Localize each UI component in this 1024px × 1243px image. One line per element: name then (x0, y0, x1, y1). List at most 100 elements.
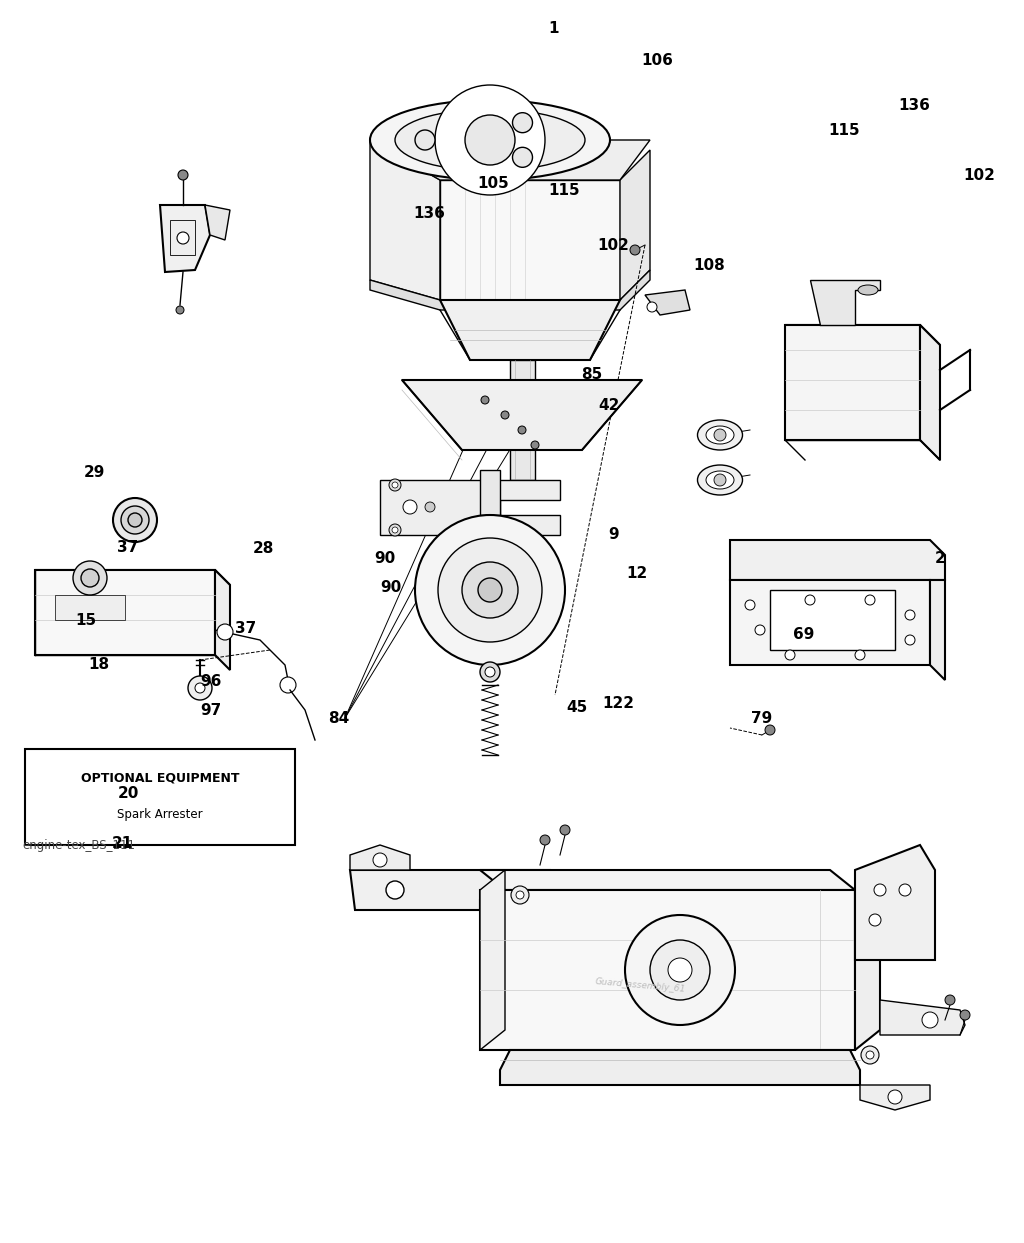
Circle shape (392, 482, 398, 488)
Text: 96: 96 (200, 674, 221, 689)
Polygon shape (785, 324, 920, 440)
Circle shape (280, 677, 296, 694)
Text: OPTIONAL EQUIPMENT: OPTIONAL EQUIPMENT (81, 772, 240, 784)
Circle shape (785, 650, 795, 660)
Text: 29: 29 (84, 465, 105, 480)
Circle shape (403, 500, 417, 515)
Circle shape (485, 667, 495, 677)
Polygon shape (855, 870, 880, 1050)
Circle shape (531, 441, 539, 449)
Polygon shape (785, 324, 940, 346)
Circle shape (518, 426, 526, 434)
Text: 9: 9 (608, 527, 618, 542)
Circle shape (714, 474, 726, 486)
Polygon shape (645, 290, 690, 314)
Polygon shape (440, 180, 620, 300)
Circle shape (113, 498, 157, 542)
Ellipse shape (858, 285, 878, 295)
Circle shape (516, 891, 524, 899)
Polygon shape (215, 571, 230, 670)
Polygon shape (460, 103, 505, 114)
Text: 105: 105 (477, 175, 509, 190)
Text: engine-tex_BS_111: engine-tex_BS_111 (22, 839, 135, 851)
Text: 136: 136 (898, 97, 930, 113)
Circle shape (462, 562, 518, 618)
Polygon shape (440, 300, 620, 360)
Circle shape (647, 302, 657, 312)
Circle shape (511, 886, 529, 904)
Circle shape (755, 625, 765, 635)
Text: 115: 115 (828, 123, 859, 138)
Circle shape (373, 853, 387, 868)
Circle shape (874, 884, 886, 896)
Circle shape (961, 1011, 970, 1021)
Ellipse shape (706, 426, 734, 444)
Circle shape (415, 515, 565, 665)
Text: 108: 108 (693, 257, 725, 272)
Text: 85: 85 (581, 367, 602, 382)
Circle shape (425, 502, 435, 512)
Circle shape (81, 569, 99, 587)
Circle shape (73, 561, 106, 595)
Text: 18: 18 (88, 656, 110, 671)
Circle shape (714, 429, 726, 441)
Text: 21: 21 (112, 835, 133, 850)
Circle shape (501, 411, 509, 419)
Circle shape (905, 635, 915, 645)
Bar (480, 470, 500, 515)
Text: 90: 90 (374, 551, 395, 566)
Circle shape (540, 835, 550, 845)
Polygon shape (170, 220, 195, 255)
Polygon shape (730, 539, 945, 580)
Bar (510, 360, 535, 480)
Circle shape (512, 148, 532, 168)
Text: 115: 115 (548, 183, 580, 198)
Text: 42: 42 (598, 398, 620, 413)
Circle shape (650, 940, 710, 1001)
Circle shape (435, 85, 545, 195)
Polygon shape (402, 380, 642, 450)
Polygon shape (480, 870, 855, 890)
Circle shape (478, 578, 502, 602)
Text: 28: 28 (253, 541, 274, 556)
Circle shape (668, 958, 692, 982)
Circle shape (805, 595, 815, 605)
Bar (25, 750, 295, 845)
Polygon shape (480, 870, 505, 1050)
Text: 122: 122 (602, 696, 634, 711)
Text: 106: 106 (641, 52, 673, 67)
Polygon shape (380, 480, 560, 534)
Circle shape (745, 600, 755, 610)
Ellipse shape (370, 99, 610, 180)
Polygon shape (370, 270, 650, 310)
Text: 102: 102 (963, 168, 995, 183)
Ellipse shape (395, 109, 585, 172)
Text: 15: 15 (75, 613, 96, 628)
Circle shape (188, 676, 212, 700)
Circle shape (178, 170, 188, 180)
Circle shape (866, 1052, 874, 1059)
Text: Spark Arrester: Spark Arrester (117, 808, 203, 820)
Circle shape (438, 538, 542, 641)
Text: 45: 45 (566, 700, 587, 715)
Circle shape (465, 116, 515, 165)
Polygon shape (620, 150, 650, 300)
Circle shape (389, 525, 401, 536)
Circle shape (560, 825, 570, 835)
Polygon shape (370, 140, 650, 180)
Circle shape (217, 624, 233, 640)
Polygon shape (880, 1001, 965, 1035)
Circle shape (905, 610, 915, 620)
Polygon shape (35, 571, 215, 655)
Circle shape (121, 506, 150, 534)
Text: 2: 2 (935, 551, 946, 566)
Polygon shape (855, 845, 935, 960)
Polygon shape (370, 140, 440, 300)
Text: 90: 90 (380, 579, 401, 594)
Text: 102: 102 (597, 237, 629, 252)
Text: Guard_assembly_61: Guard_assembly_61 (594, 977, 686, 993)
Circle shape (415, 131, 435, 150)
Circle shape (177, 232, 189, 244)
Text: 20: 20 (118, 786, 139, 800)
Polygon shape (480, 890, 855, 1050)
